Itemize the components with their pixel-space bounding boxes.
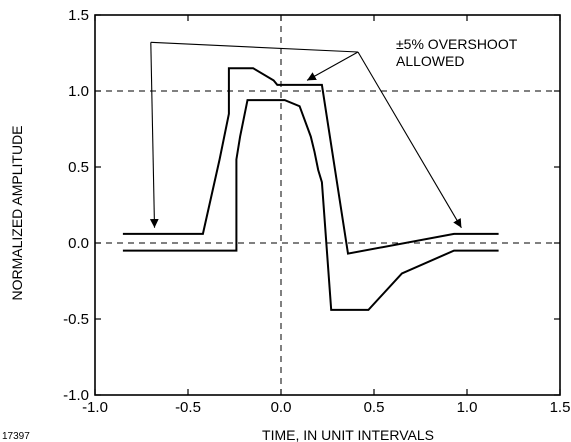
y-tick-label: 0.0 (68, 235, 89, 252)
series-layer (122, 67, 499, 311)
annotation-arrow (357, 51, 462, 229)
x-tick-label: -1.0 (82, 399, 108, 416)
y-axis-ticks: -1.0 -0.5 0.0 0.5 1.0 1.5 (63, 7, 560, 404)
y-tick-label: 1.5 (68, 7, 89, 24)
y-tick-label: -1.0 (63, 387, 89, 404)
y-tick-label: 1.0 (68, 83, 89, 100)
x-tick-label: 0.5 (364, 399, 385, 416)
lower-limit-line (122, 99, 499, 311)
plot-frame (94, 14, 561, 396)
x-tick-label: 0.0 (271, 399, 292, 416)
annotation-leader (150, 41, 359, 53)
y-tick-label: -0.5 (63, 311, 89, 328)
upper-limit-line (122, 67, 499, 255)
y-tick-label: 0.5 (68, 159, 89, 176)
x-axis-ticks: -1.0 -0.5 0.0 0.5 1.0 1.5 (82, 15, 570, 416)
reference-lines (95, 15, 560, 395)
x-tick-label: 1.5 (550, 399, 571, 416)
annotation-arrow (149, 42, 159, 228)
plot-border (94, 14, 561, 396)
x-tick-label: -0.5 (175, 399, 201, 416)
annotation-text-line: ±5% OVERSHOOT (396, 36, 518, 52)
y-axis-title: NORMALIZED AMPLITUDE (9, 125, 25, 300)
figure-id: 17397 (2, 431, 30, 442)
annotation-text-line: ALLOWED (396, 53, 464, 69)
annotation-arrow (306, 51, 359, 81)
x-axis-title: TIME, IN UNIT INTERVALS (262, 427, 434, 442)
x-tick-label: 1.0 (457, 399, 478, 416)
